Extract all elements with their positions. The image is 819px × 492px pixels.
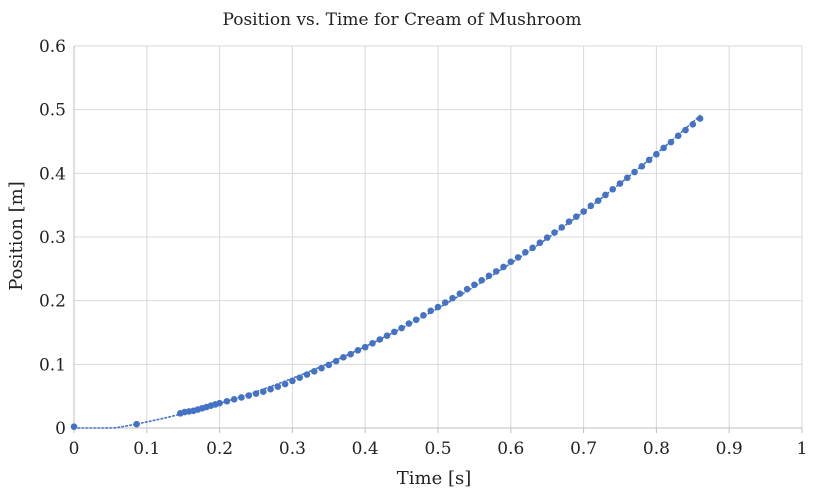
data-point: [281, 380, 289, 388]
x-tick-label: 0.5: [424, 439, 451, 459]
data-point: [638, 163, 646, 170]
data-point: [238, 394, 245, 401]
x-tick-label: 0: [69, 439, 80, 459]
data-point: [252, 390, 260, 397]
data-point: [667, 138, 675, 146]
data-point: [536, 239, 544, 247]
y-tick-label: 0.3: [39, 228, 66, 248]
data-point: [551, 229, 558, 236]
y-axis-label: Position [m]: [6, 181, 27, 290]
data-point: [602, 191, 609, 199]
data-point: [456, 290, 464, 297]
data-point: [609, 185, 617, 193]
data-point: [332, 357, 340, 365]
x-tick-label: 0.9: [716, 439, 743, 459]
data-point: [514, 254, 522, 261]
y-tick-label: 0.2: [39, 292, 66, 312]
data-point: [383, 332, 391, 339]
data-point: [674, 132, 682, 140]
data-point: [529, 244, 536, 252]
chart-title: Position vs. Time for Cream of Mushroom: [222, 10, 581, 30]
data-point: [391, 328, 398, 336]
x-axis-label: Time [s]: [397, 468, 472, 489]
data-point: [223, 397, 231, 405]
data-point: [325, 361, 333, 369]
data-point: [347, 350, 354, 358]
x-tick-label: 0.6: [497, 439, 524, 459]
x-tick-label: 0.8: [643, 439, 670, 459]
data-point: [492, 268, 500, 275]
data-point: [485, 272, 493, 280]
x-tick-label: 0.2: [206, 439, 233, 459]
data-point: [296, 374, 303, 382]
x-tick-label: 0.4: [352, 439, 379, 459]
data-point: [267, 385, 274, 393]
y-tick-labels: 0 0.1 0.2 0.3 0.4 0.5 0.6: [39, 37, 66, 439]
trendline-path: [73, 114, 701, 429]
data-point: [420, 312, 427, 319]
data-point: [500, 263, 507, 271]
data-point: [310, 368, 318, 375]
x-tick-label: 0.3: [279, 439, 306, 459]
data-point: [696, 115, 704, 122]
data-point: [216, 399, 223, 407]
data-point: [689, 121, 697, 128]
data-point: [682, 126, 689, 134]
data-point: [631, 168, 638, 176]
data-point: [340, 354, 347, 361]
x-tick-label: 0.1: [133, 439, 160, 459]
data-point: [361, 343, 369, 351]
data-point: [376, 336, 384, 343]
data-point: [507, 258, 515, 266]
data-point: [660, 144, 667, 152]
data-point: [573, 213, 580, 220]
data-point: [245, 392, 253, 399]
data-point: [463, 285, 471, 293]
y-tick-label: 0.1: [39, 355, 66, 375]
grid-lines: [74, 45, 803, 428]
data-points: [70, 115, 704, 431]
axes: [73, 46, 803, 433]
data-point: [594, 197, 602, 205]
data-point: [653, 150, 660, 158]
data-point: [354, 347, 362, 354]
data-point: [427, 307, 435, 315]
data-point: [623, 174, 631, 182]
x-tick-labels: 0 0.1 0.2 0.3 0.4 0.5 0.6 0.7 0.8 0.9 1: [69, 439, 808, 459]
data-point: [70, 423, 78, 431]
data-point: [230, 396, 238, 403]
data-point: [478, 276, 485, 284]
data-point: [434, 303, 442, 311]
data-point: [449, 294, 456, 302]
data-point: [133, 420, 140, 428]
data-point: [645, 156, 653, 164]
data-point: [303, 371, 311, 378]
data-point: [616, 180, 624, 187]
data-point: [274, 383, 282, 390]
data-point: [565, 218, 573, 226]
data-point: [580, 208, 587, 215]
data-point: [259, 388, 267, 396]
data-point: [558, 224, 566, 231]
data-point: [405, 320, 413, 327]
trendline: [73, 114, 701, 429]
data-point: [441, 299, 449, 306]
data-point: [289, 377, 296, 385]
data-point: [412, 316, 420, 324]
data-point: [471, 281, 478, 289]
x-tick-label: 0.7: [570, 439, 597, 459]
x-tick-label: 1: [797, 439, 808, 459]
data-point: [369, 340, 376, 347]
data-point: [543, 234, 551, 241]
y-tick-label: 0.5: [39, 101, 66, 121]
y-tick-label: 0.4: [39, 164, 66, 184]
y-tick-label: 0: [55, 419, 66, 439]
data-point: [398, 324, 405, 332]
data-point: [522, 248, 529, 256]
y-tick-label: 0.6: [39, 37, 66, 57]
data-point: [318, 364, 325, 372]
data-point: [587, 202, 595, 210]
